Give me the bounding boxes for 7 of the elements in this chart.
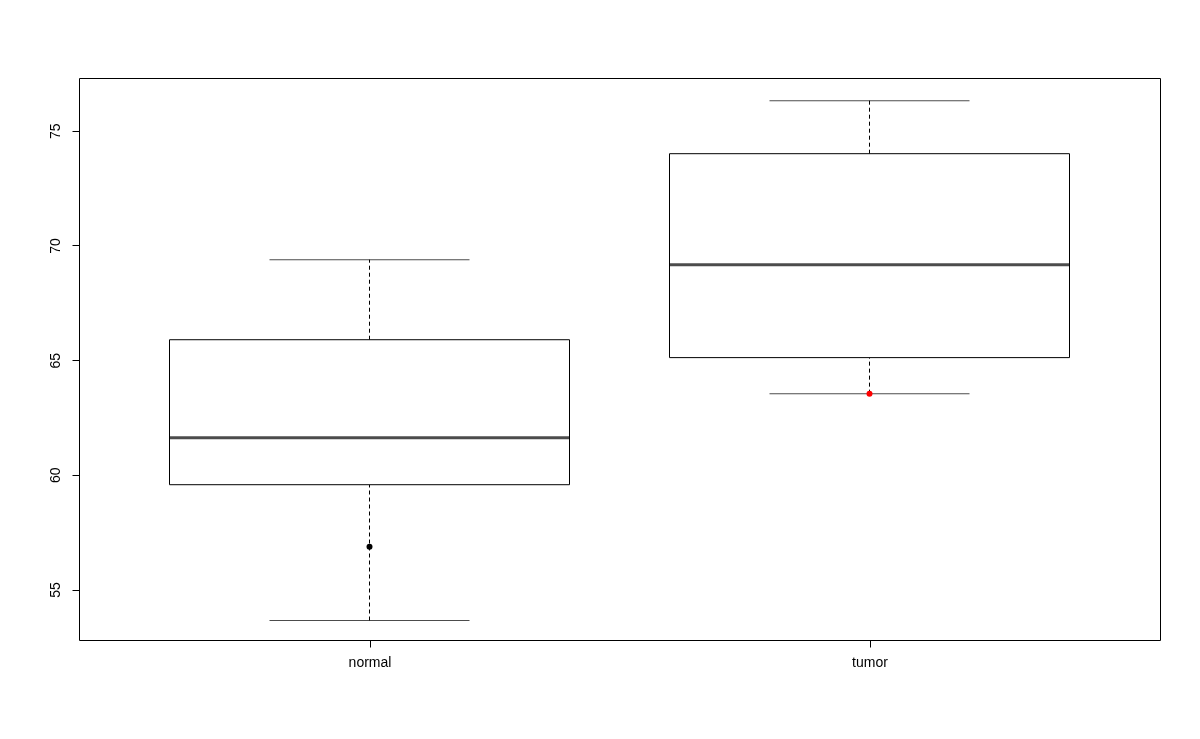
- x-tick-label: tumor: [852, 653, 889, 670]
- x-tick-label: normal: [348, 653, 392, 670]
- y-tick-label: 75: [46, 123, 63, 140]
- y-tick-label: 65: [46, 352, 63, 369]
- y-tick-label: 70: [46, 237, 63, 254]
- y-tick-label: 55: [46, 582, 63, 598]
- y-tick-label: 60: [46, 467, 63, 484]
